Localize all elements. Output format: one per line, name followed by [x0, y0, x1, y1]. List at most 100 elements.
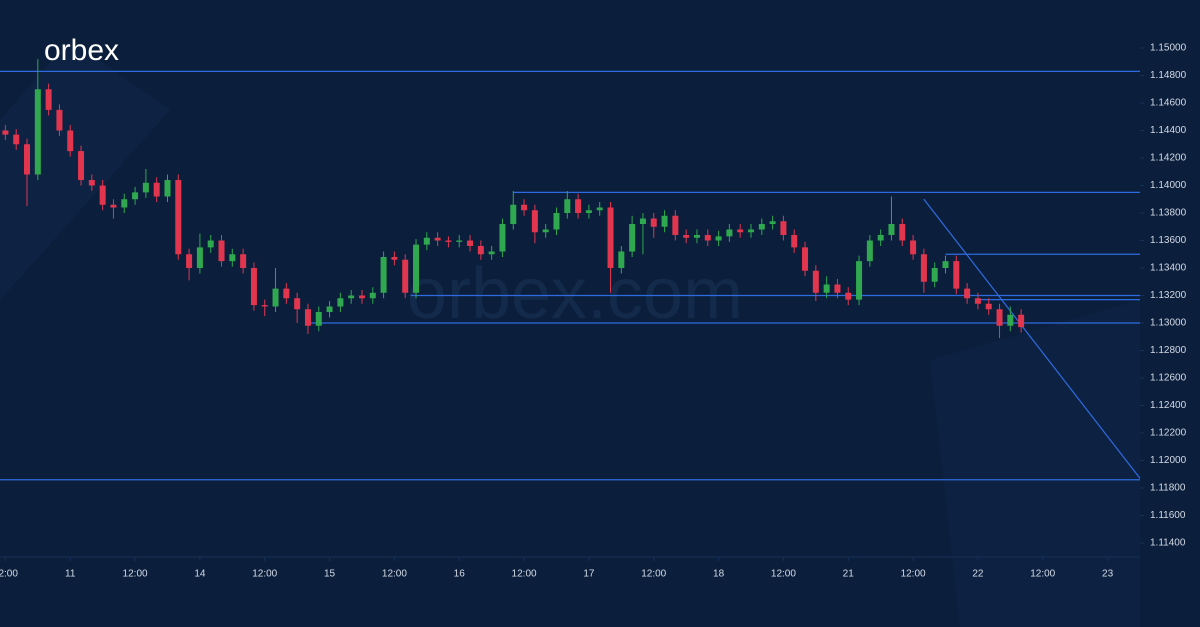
candle-body — [704, 235, 711, 241]
candle-body — [553, 213, 560, 230]
candle-body — [531, 210, 538, 233]
trend-line — [923, 198, 1141, 479]
x-tick-label: 23 — [1102, 569, 1114, 580]
y-tick-label: 1.12800 — [1150, 345, 1187, 356]
candle-body — [56, 109, 63, 131]
candle-body — [618, 251, 625, 268]
candle-body — [1018, 314, 1025, 328]
x-tick-label: 12:00 — [512, 569, 537, 580]
x-tick-label: 18 — [713, 569, 725, 580]
y-tick-label: 1.14000 — [1150, 180, 1187, 191]
candle-body — [866, 240, 873, 262]
candle-body — [629, 224, 636, 252]
x-tick-label: 22 — [972, 569, 984, 580]
candle-body — [391, 257, 398, 260]
y-tick-label: 1.12200 — [1150, 428, 1187, 439]
candle-body — [229, 254, 236, 262]
y-tick-label: 1.13200 — [1150, 290, 1187, 301]
y-tick-label: 1.13000 — [1150, 318, 1187, 329]
candle-body — [304, 309, 311, 326]
candle-body — [672, 215, 679, 235]
candle-body — [467, 240, 474, 246]
candle-body — [110, 204, 117, 208]
candle-body — [823, 284, 830, 293]
candle-body — [726, 229, 733, 237]
candle-body — [693, 235, 700, 238]
candle-body — [67, 130, 74, 152]
candle-body — [142, 182, 149, 193]
x-tick-label: 12:00 — [123, 569, 148, 580]
candle-body — [78, 151, 85, 180]
candle-body — [164, 180, 171, 197]
x-tick-label: 12:00 — [771, 569, 796, 580]
candle-body — [445, 240, 452, 242]
candle-body — [845, 292, 852, 300]
brand-logo: orbex — [44, 34, 119, 67]
x-tick-label: 17 — [583, 569, 595, 580]
candle-body — [261, 305, 268, 307]
candle-body — [953, 261, 960, 289]
candle-body — [715, 236, 722, 241]
y-tick-label: 1.15000 — [1150, 43, 1187, 54]
candle-body — [564, 199, 571, 213]
watermark: orbex.com — [407, 254, 743, 334]
candle-body — [899, 224, 906, 241]
candle-body — [196, 247, 203, 268]
candle-body — [132, 192, 139, 200]
candle-body — [575, 199, 582, 213]
candle-body — [153, 182, 160, 197]
candle-body — [99, 185, 106, 205]
candle-body — [423, 237, 430, 245]
candle-body — [294, 298, 301, 310]
y-tick-label: 1.12400 — [1150, 400, 1187, 411]
candle-body — [218, 240, 225, 262]
candle-body — [380, 257, 387, 293]
y-tick-label: 1.13400 — [1150, 263, 1187, 274]
x-tick-label: 12:00 — [252, 569, 277, 580]
candle-body — [791, 235, 798, 248]
x-tick-label: 21 — [843, 569, 855, 580]
candle-body — [650, 218, 657, 227]
candle-body — [802, 247, 809, 271]
candle-body — [639, 218, 646, 224]
candle-body — [985, 303, 992, 310]
candle-body — [337, 298, 344, 307]
x-tick-label: 12:00 — [0, 569, 18, 580]
candle-body — [13, 134, 20, 145]
candle-body — [888, 224, 895, 235]
y-tick-label: 1.11800 — [1150, 483, 1186, 494]
candle-body — [920, 254, 927, 282]
candle-body — [942, 261, 949, 268]
candle-body — [240, 254, 247, 268]
candle-body — [974, 298, 981, 304]
bg-shape — [930, 300, 1140, 627]
candle-body — [812, 270, 819, 293]
y-tick-label: 1.11400 — [1150, 538, 1186, 549]
candle-body — [207, 240, 214, 248]
candle-body — [250, 268, 257, 306]
candle-body — [326, 306, 333, 312]
candle-body — [358, 295, 365, 299]
x-tick-label: 11 — [65, 569, 76, 580]
candle-body — [683, 235, 690, 238]
candle-body — [596, 207, 603, 211]
candle-body — [856, 261, 863, 300]
candle-body — [488, 251, 495, 255]
candle-body — [88, 180, 95, 186]
candle-body — [34, 89, 41, 175]
y-tick-label: 1.14600 — [1150, 98, 1187, 109]
candle-body — [510, 204, 517, 224]
candle-body — [272, 288, 279, 307]
y-tick-label: 1.12600 — [1150, 373, 1187, 384]
x-tick-label: 12:00 — [382, 569, 407, 580]
candle-body — [499, 224, 506, 252]
candle-body — [1007, 314, 1014, 326]
x-tick-label: 12:00 — [1030, 569, 1055, 580]
candle-body — [834, 284, 841, 293]
y-tick-label: 1.12000 — [1150, 455, 1187, 466]
candle-body — [607, 207, 614, 268]
y-tick-label: 1.11600 — [1150, 510, 1186, 521]
candle-body — [780, 221, 787, 235]
